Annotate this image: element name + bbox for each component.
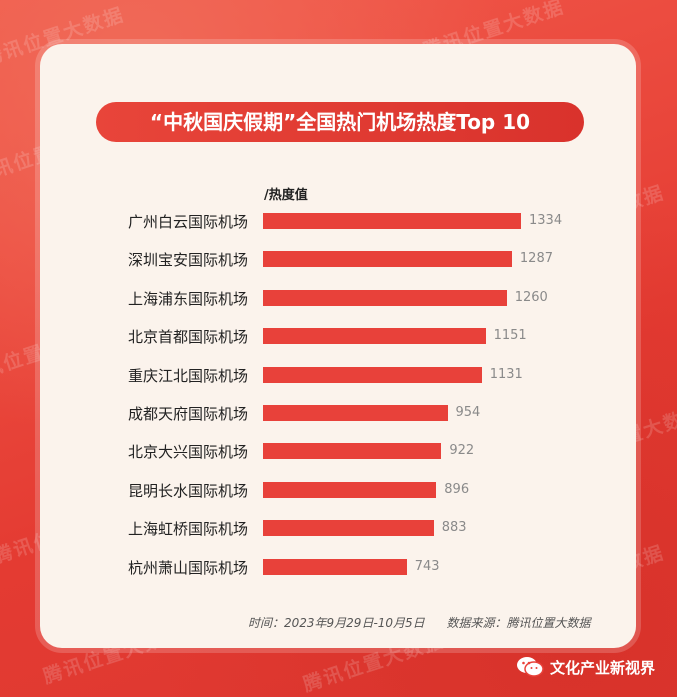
bar <box>263 251 512 268</box>
category-label: 广州白云国际机场 <box>127 213 248 231</box>
value-label: 1334 <box>529 213 563 228</box>
bar <box>263 405 448 421</box>
time-range: 时间：2023年9月29日-10月5日 <box>248 616 425 630</box>
bar <box>263 481 437 498</box>
brand-mark: 文化产业新视界 <box>516 656 655 678</box>
wechat-icon <box>516 656 544 678</box>
category-label: 杭州萧山国际机场 <box>127 558 248 577</box>
value-label: 1151 <box>493 328 527 344</box>
category-label: 北京大兴国际机场 <box>127 443 248 462</box>
value-label: 743 <box>414 558 440 574</box>
value-label: 883 <box>441 520 467 536</box>
bar <box>263 558 407 575</box>
category-label: 上海浦东国际机场 <box>127 289 248 308</box>
value-label: 896 <box>444 481 470 497</box>
category-label: 北京首都国际机场 <box>127 328 248 347</box>
bar <box>263 289 507 306</box>
bar <box>263 520 434 537</box>
footer: 时间：2023年9月29日-10月5日 数据来源：腾讯位置大数据 <box>248 614 591 631</box>
value-label: 954 <box>455 405 481 420</box>
bar <box>263 328 486 345</box>
category-label: 上海虹桥国际机场 <box>127 520 248 539</box>
data-source: 数据来源：腾讯位置大数据 <box>446 616 591 630</box>
category-label: 昆明长水国际机场 <box>127 481 248 500</box>
value-label: 1131 <box>489 366 523 382</box>
bar <box>263 213 521 229</box>
value-label: 1260 <box>514 289 548 305</box>
unit-label: /热度值 <box>264 188 308 203</box>
category-label: 重庆江北国际机场 <box>127 366 248 385</box>
bar <box>263 443 442 460</box>
category-label: 深圳宝安国际机场 <box>127 251 248 270</box>
brand-name: 文化产业新视界 <box>549 658 655 677</box>
bar <box>263 366 482 383</box>
value-label: 1287 <box>519 251 553 267</box>
chart-title: “中秋国庆假期”全国热门机场热度Top 10 <box>96 102 584 142</box>
value-label: 922 <box>449 443 475 459</box>
chart-card: “中秋国庆假期”全国热门机场热度Top 10 /热度值 广州白云国际机场 1334… <box>40 44 636 648</box>
category-label: 成都天府国际机场 <box>127 405 248 423</box>
